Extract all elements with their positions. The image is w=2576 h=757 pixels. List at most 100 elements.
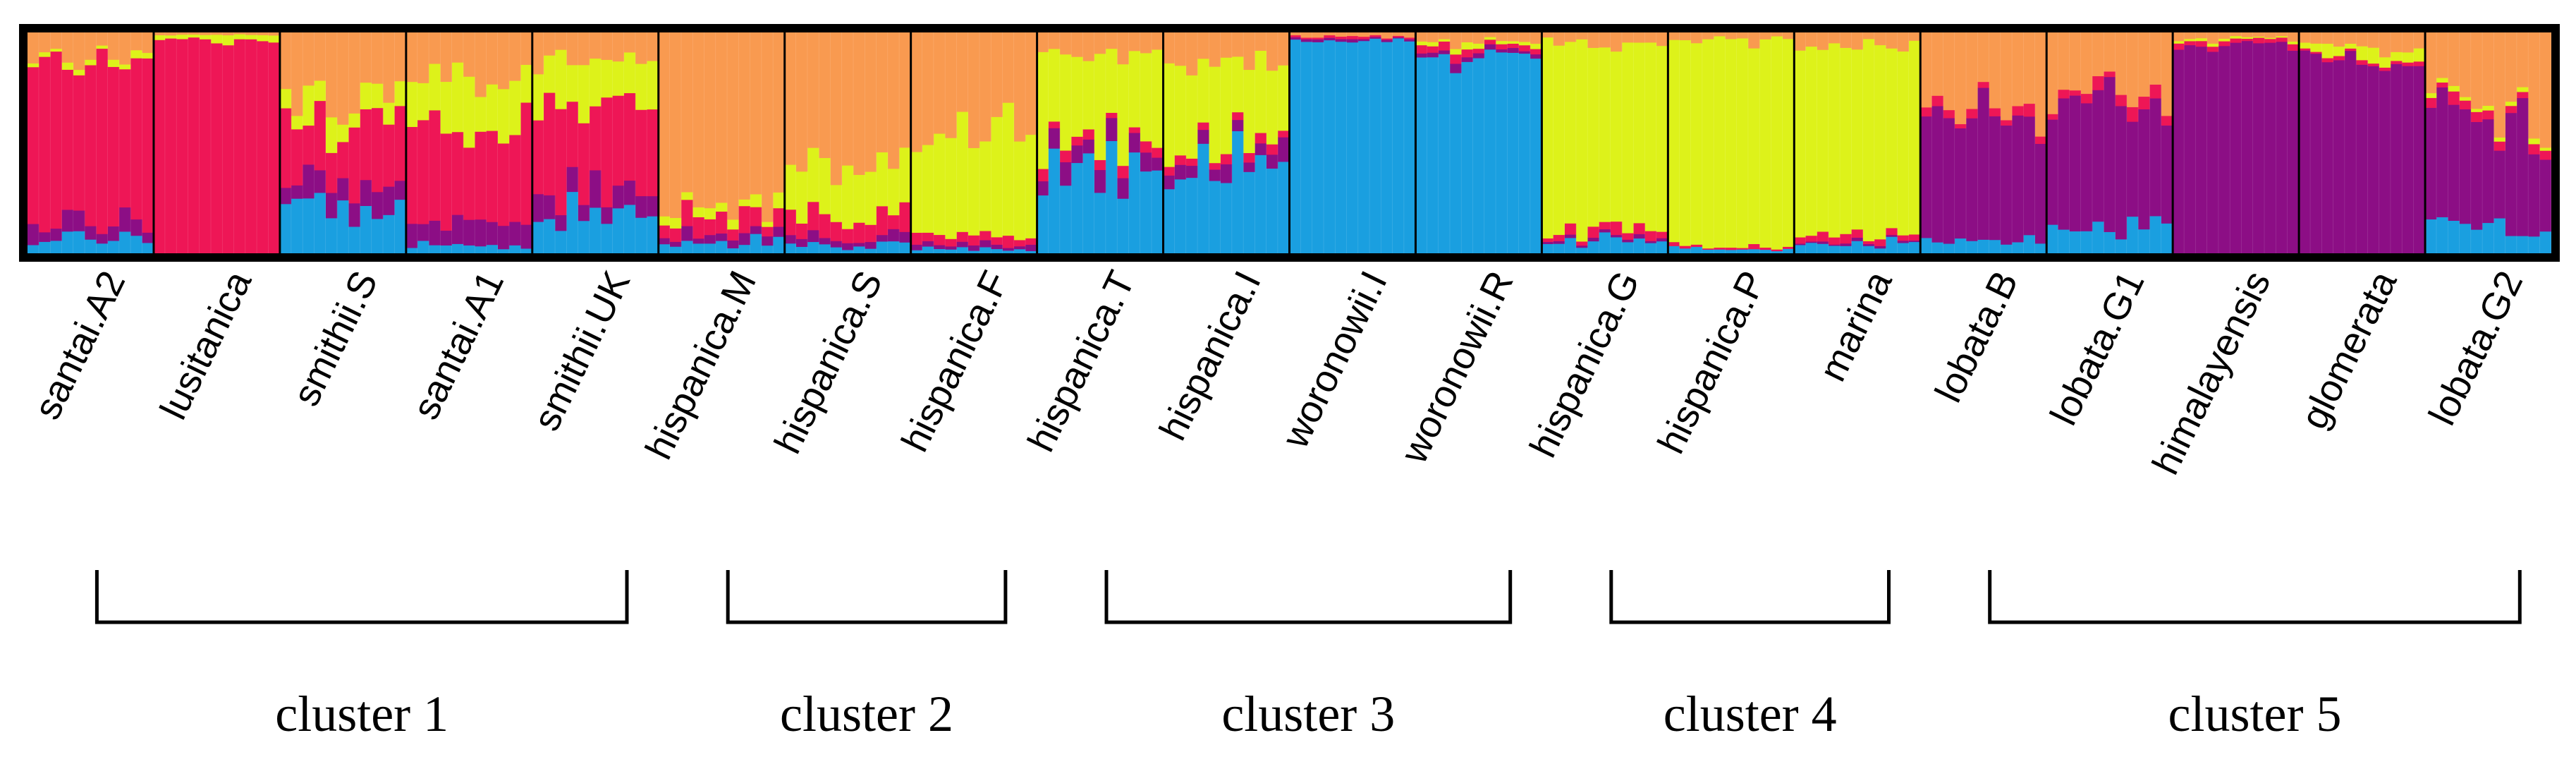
bar-segment-orange	[910, 32, 923, 152]
bar-segment-purple	[1507, 47, 1520, 53]
bar-segment-red	[314, 100, 326, 171]
bar-segment-red	[2459, 100, 2472, 110]
bar-segment-purple	[2173, 49, 2185, 254]
bar-segment-yellow	[188, 34, 200, 38]
bar-segment-blue	[440, 245, 453, 254]
bar-segment-yellow	[1587, 47, 1600, 227]
bar-segment-blue	[1920, 238, 1933, 254]
bar-segment-orange	[1186, 32, 1198, 75]
bar-segment-blue	[1553, 243, 1565, 254]
bar-segment-purple	[2195, 46, 2208, 254]
bar-segment-yellow	[1060, 54, 1073, 151]
bar-segment-yellow	[1611, 51, 1623, 222]
bar-segment-orange	[268, 32, 281, 36]
bar-segment-yellow	[1037, 52, 1049, 169]
bar-segment-blue	[1977, 239, 1990, 254]
bar-segment-red	[750, 207, 762, 226]
bar-segment-yellow	[383, 102, 396, 125]
bar-segment-orange	[842, 32, 854, 166]
bar-segment-blue	[1622, 242, 1635, 254]
bar-segment-purple	[876, 234, 889, 242]
bar-segment-orange	[1174, 32, 1187, 66]
population-woronowii.R	[1415, 32, 1542, 254]
bar-segment-red	[1943, 109, 1955, 119]
bar-segment-blue	[1817, 243, 1829, 254]
bar-segment-purple	[2230, 42, 2242, 254]
bar-segment-orange	[2425, 32, 2437, 94]
bar-segment-blue	[73, 231, 85, 254]
bar-segment-yellow	[96, 45, 109, 49]
bar-segment-red	[2058, 89, 2070, 99]
bar-segment-purple	[107, 226, 120, 241]
bar-segment-red	[383, 124, 396, 187]
bar-segment-purple	[1002, 248, 1015, 251]
bar-segment-red	[2184, 41, 2197, 46]
bar-segment-yellow	[337, 124, 350, 143]
bar-segment-red	[1369, 35, 1382, 37]
bar-segment-orange	[200, 32, 212, 35]
bar-segment-purple	[716, 233, 728, 241]
bar-segment-orange	[165, 32, 178, 36]
bar-segment-red	[1759, 247, 1772, 250]
bar-segment-purple	[2276, 41, 2288, 254]
bar-segment-purple	[2184, 44, 2197, 254]
bar-segment-yellow	[566, 64, 579, 102]
bar-segment-purple	[945, 246, 958, 250]
bar-segment-orange	[1656, 32, 1668, 47]
bar-segment-orange	[601, 32, 614, 60]
bar-segment-purple	[1886, 234, 1898, 237]
bar-segment-blue	[520, 248, 533, 254]
bar-segment-orange	[945, 32, 958, 138]
bar-segment-purple	[2287, 50, 2300, 254]
bar-segment-red	[1874, 238, 1887, 246]
bar-segment-purple	[601, 207, 614, 224]
bar-segment-orange	[1518, 32, 1531, 42]
population-label: hispanica.T	[1020, 265, 1143, 459]
cluster-bracket	[1609, 570, 1891, 624]
bar-segment-yellow	[39, 52, 51, 57]
bar-segment-yellow	[348, 113, 361, 128]
bar-segment-blue	[842, 250, 854, 254]
bar-segment-yellow	[2482, 105, 2495, 111]
bar-segment-yellow	[2528, 138, 2541, 145]
bar-segment-purple	[762, 236, 774, 246]
bar-segment-purple	[2482, 119, 2495, 224]
bar-segment-purple	[1542, 241, 1554, 244]
bar-segment-red	[1771, 249, 1783, 252]
bar-segment-blue	[2127, 216, 2139, 254]
bar-segment-purple	[819, 238, 831, 245]
bar-segment-purple	[2367, 66, 2380, 254]
bar-segment-orange	[1736, 32, 1749, 39]
bar-segment-purple	[1496, 49, 1508, 53]
bar-segment-purple	[899, 231, 912, 243]
bar-segment-red	[830, 222, 843, 241]
bar-segment-purple	[738, 233, 751, 246]
bar-segment-yellow	[922, 145, 934, 233]
bar-segment-blue	[1679, 248, 1692, 254]
bar-segment-red	[738, 205, 751, 234]
bar-segment-orange	[2471, 32, 2483, 109]
bar-segment-yellow	[268, 35, 281, 43]
bar-segment-yellow	[1702, 39, 1715, 249]
bar-segment-yellow	[1002, 102, 1015, 236]
bar-segment-purple	[498, 225, 510, 250]
population-hispanica.T	[1037, 32, 1164, 254]
bar-segment-purple	[142, 232, 154, 243]
bar-segment-blue	[1656, 241, 1668, 254]
bar-segment-purple	[1278, 137, 1290, 162]
bar-segment-purple	[1071, 145, 1084, 164]
bar-segment-yellow	[1851, 49, 1864, 230]
cluster-label: cluster 5	[2168, 686, 2342, 742]
bar-segment-yellow	[50, 48, 63, 52]
bar-segment-purple	[1989, 116, 2001, 241]
bar-segment-orange	[1025, 32, 1038, 135]
bar-segment-blue	[1392, 38, 1405, 254]
bar-segment-red	[1404, 37, 1417, 40]
bar-segment-orange	[257, 32, 269, 35]
bar-segment-red	[2539, 150, 2552, 160]
bar-segment-orange	[1851, 32, 1864, 50]
bar-segment-orange	[635, 32, 648, 64]
bar-segment-yellow	[130, 49, 143, 59]
bar-segment-orange	[1714, 32, 1726, 37]
bar-segment-orange	[520, 32, 533, 65]
